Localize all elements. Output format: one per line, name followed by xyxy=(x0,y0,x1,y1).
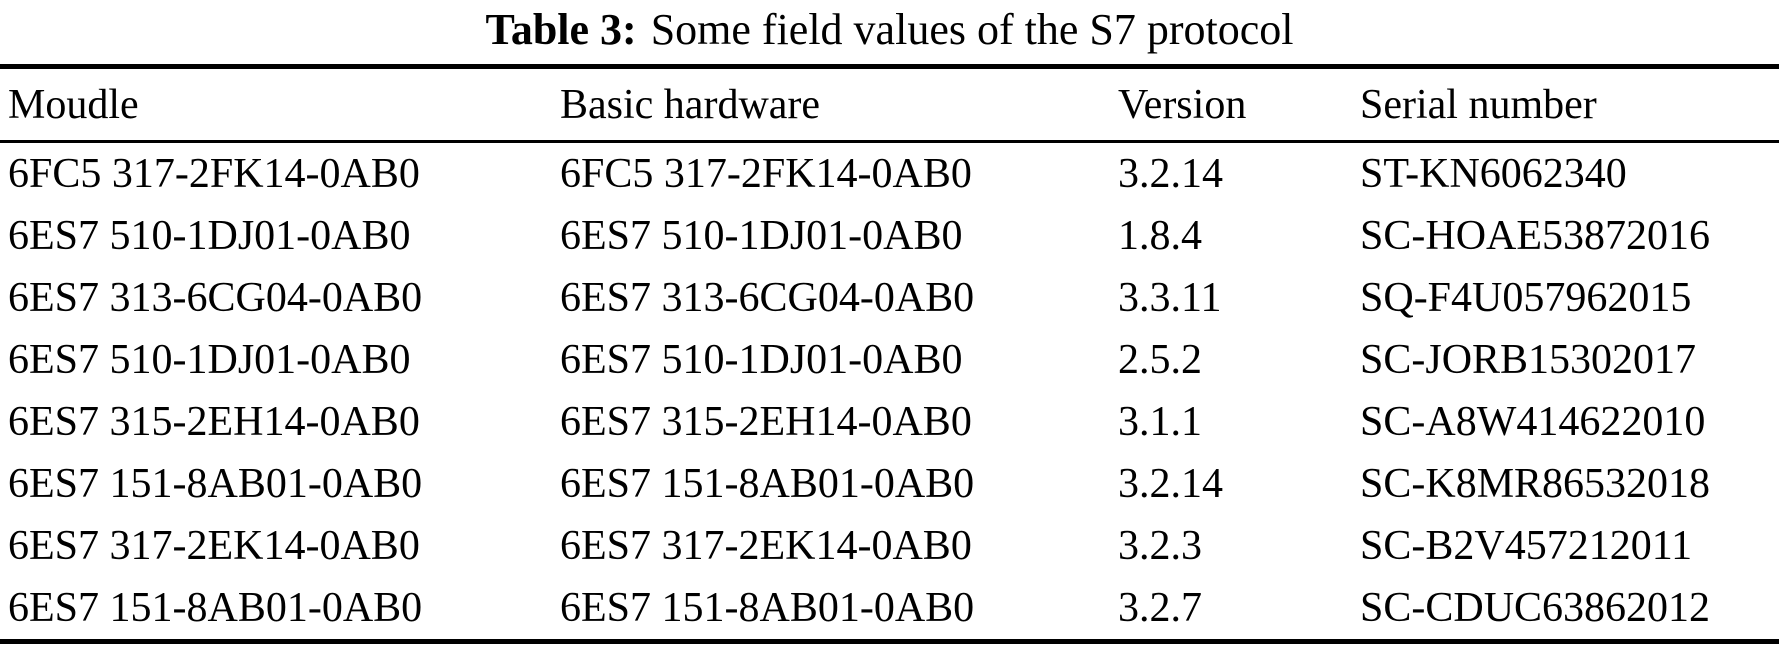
table-cell: 2.5.2 xyxy=(1118,337,1202,383)
s7-field-values-table: Moudle Basic hardware Version Serial num… xyxy=(0,64,1779,644)
table-cell: 6ES7 313-6CG04-0AB0 xyxy=(8,275,423,321)
table-cell: 6ES7 151-8AB01-0AB0 xyxy=(8,585,423,631)
column-header-basic-hardware: Basic hardware xyxy=(560,66,1118,143)
table-cell: SC-CDUC63862012 xyxy=(1360,585,1711,631)
table-cell: 6ES7 315-2EH14-0AB0 xyxy=(8,399,420,445)
table-cell: 6FC5 317-2FK14-0AB0 xyxy=(560,151,972,197)
table-cell: SC-K8MR86532018 xyxy=(1360,461,1711,507)
table-caption-label: Table 3: xyxy=(485,5,637,54)
table-cell: 6ES7 313-6CG04-0AB0 xyxy=(560,275,975,321)
table-cell: 6ES7 151-8AB01-0AB0 xyxy=(560,461,975,507)
table-row: 6FC5 317-2FK14-0AB0 6FC5 317-2FK14-0AB0 3.… xyxy=(0,142,1779,206)
table-cell: 6ES7 317-2EK14-0AB0 xyxy=(8,523,420,569)
table-cell: 3.2.3 xyxy=(1118,523,1202,569)
table-row: 6ES7 317-2EK14-0AB0 6ES7 317-2EK14-0AB0 3.… xyxy=(0,515,1779,577)
table-cell: 6ES7 151-8AB01-0AB0 xyxy=(560,585,975,631)
table-cell: 6FC5 317-2FK14-0AB0 xyxy=(8,151,420,197)
table-cell: 3.1.1 xyxy=(1118,399,1202,445)
table-caption-text: Some field values of the S7 protocol xyxy=(650,5,1294,54)
table-cell: 3.2.14 xyxy=(1118,151,1223,197)
table-cell: 3.2.7 xyxy=(1118,585,1202,631)
table-cell: SC-HOAE53872016 xyxy=(1360,213,1711,259)
table-cell: 6ES7 510-1DJ01-0AB0 xyxy=(560,213,963,259)
table-caption: Table 3: Some field values of the S7 prot… xyxy=(0,0,1779,64)
table-row: 6ES7 151-8AB01-0AB0 6ES7 151-8AB01-0AB0 3.… xyxy=(0,453,1779,515)
table-cell: 1.8.4 xyxy=(1118,213,1202,259)
table-cell: 3.2.14 xyxy=(1118,461,1223,507)
table-cell: 3.3.11 xyxy=(1118,275,1222,321)
table-cell: 6ES7 151-8AB01-0AB0 xyxy=(8,461,423,507)
table-header: Moudle Basic hardware Version Serial num… xyxy=(0,66,1779,143)
table-row: 6ES7 510-1DJ01-0AB0 6ES7 510-1DJ01-0AB0 2.… xyxy=(0,329,1779,391)
table-row: 6ES7 313-6CG04-0AB0 6ES7 313-6CG04-0AB0 3.… xyxy=(0,267,1779,329)
table-cell: 6ES7 510-1DJ01-0AB0 xyxy=(8,213,411,259)
table-row: 6ES7 315-2EH14-0AB0 6ES7 315-2EH14-0AB0 3.… xyxy=(0,391,1779,453)
table-row: 6ES7 151-8AB01-0AB0 6ES7 151-8AB01-0AB0 3.… xyxy=(0,577,1779,642)
header-row: Moudle Basic hardware Version Serial num… xyxy=(0,66,1779,143)
table-cell: ST-KN6062340 xyxy=(1360,151,1627,197)
column-header-serial-number: Serial number xyxy=(1360,66,1779,143)
table-cell: SC-B2V457212011 xyxy=(1360,523,1693,569)
table-row: 6ES7 510-1DJ01-0AB0 6ES7 510-1DJ01-0AB0 1.… xyxy=(0,205,1779,267)
table-cell: SC-JORB15302017 xyxy=(1360,337,1697,383)
table-cell: 6ES7 317-2EK14-0AB0 xyxy=(560,523,972,569)
table-cell: SQ-F4U057962015 xyxy=(1360,275,1692,321)
table-cell: 6ES7 510-1DJ01-0AB0 xyxy=(560,337,963,383)
table-cell: SC-A8W414622010 xyxy=(1360,399,1706,445)
column-header-version: Version xyxy=(1118,66,1360,143)
table-body: 6FC5 317-2FK14-0AB0 6FC5 317-2FK14-0AB0 3.… xyxy=(0,142,1779,642)
table-cell: 6ES7 315-2EH14-0AB0 xyxy=(560,399,972,445)
table-cell: 6ES7 510-1DJ01-0AB0 xyxy=(8,337,411,383)
column-header-moudle: Moudle xyxy=(0,66,560,143)
